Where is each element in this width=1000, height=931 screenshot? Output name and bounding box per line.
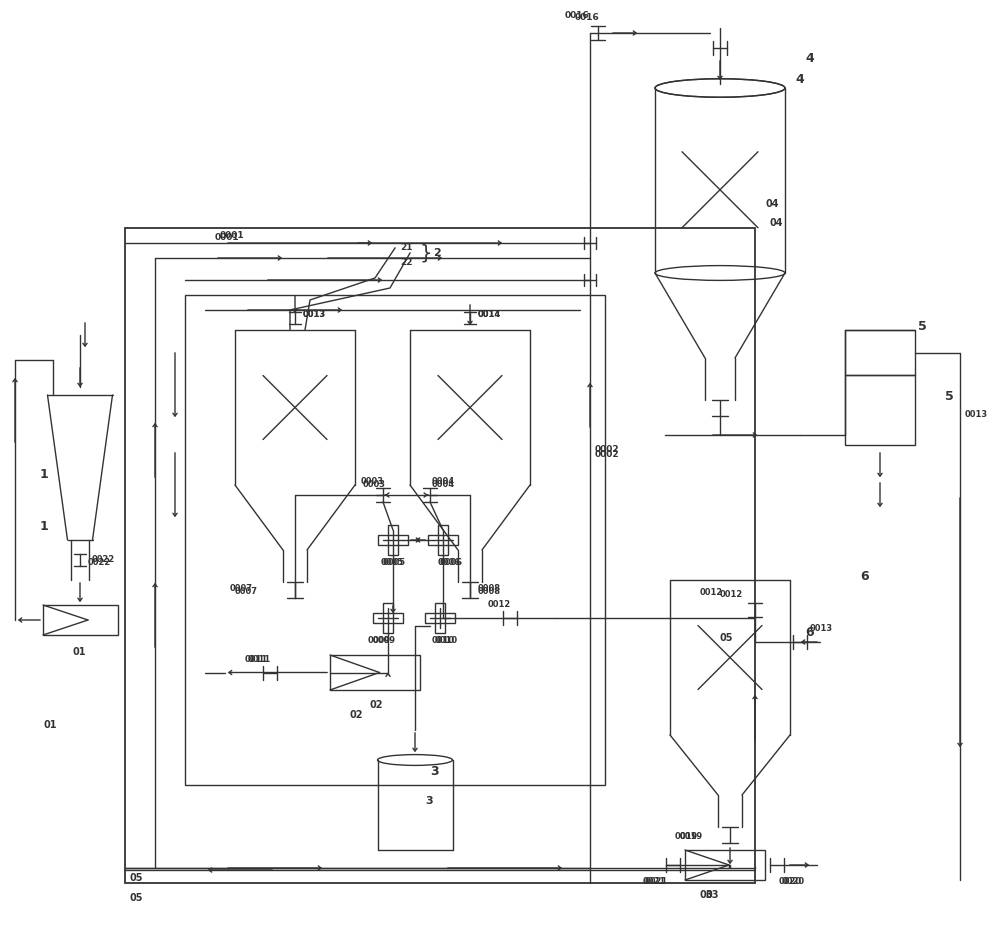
Text: 0019: 0019 — [675, 832, 698, 841]
Text: 0011: 0011 — [248, 654, 271, 664]
Text: 0021: 0021 — [643, 877, 666, 886]
Text: 0009: 0009 — [368, 636, 391, 645]
Bar — [445, 613, 455, 623]
Text: 02: 02 — [370, 700, 384, 710]
Bar — [425, 613, 435, 623]
Text: 0013: 0013 — [303, 310, 326, 319]
Bar — [393, 613, 403, 623]
Text: 0012: 0012 — [720, 590, 743, 599]
Bar — [845, 330, 915, 375]
Text: 0019: 0019 — [680, 832, 703, 841]
Text: 4: 4 — [795, 73, 804, 86]
Text: 0002: 0002 — [595, 445, 620, 454]
Text: 0011: 0011 — [245, 654, 268, 664]
Text: 2: 2 — [433, 248, 441, 258]
Text: 0010: 0010 — [432, 636, 455, 645]
Bar — [435, 623, 445, 633]
Bar — [435, 603, 445, 613]
Bar — [373, 613, 383, 623]
Text: 6: 6 — [860, 570, 869, 583]
Text: 02: 02 — [350, 710, 364, 720]
Text: 03: 03 — [705, 890, 718, 900]
Bar — [383, 623, 393, 633]
Text: 0020: 0020 — [779, 877, 802, 886]
Text: 0004: 0004 — [432, 480, 455, 489]
Bar — [378, 535, 388, 545]
Text: 0014: 0014 — [478, 310, 501, 319]
Text: 4: 4 — [805, 52, 814, 65]
Text: 0007: 0007 — [230, 584, 253, 593]
Text: 05: 05 — [720, 633, 734, 643]
Text: 05: 05 — [130, 873, 144, 883]
Bar — [125, 228, 755, 883]
Text: 0006: 0006 — [438, 558, 461, 567]
Bar — [398, 535, 408, 545]
Text: 0002: 0002 — [595, 450, 620, 459]
Text: 0003: 0003 — [363, 480, 386, 489]
Text: 0009: 0009 — [373, 636, 396, 645]
Text: 0016: 0016 — [565, 11, 590, 20]
Text: 0022: 0022 — [92, 555, 115, 564]
Text: 01: 01 — [72, 647, 86, 657]
Text: 0005: 0005 — [381, 558, 404, 567]
Bar — [685, 850, 765, 880]
Text: 6: 6 — [805, 627, 814, 640]
Text: 0008: 0008 — [478, 587, 501, 596]
Text: 5: 5 — [945, 390, 954, 403]
Text: 0008: 0008 — [478, 584, 501, 593]
Text: 0014: 0014 — [478, 310, 501, 319]
Text: 0016: 0016 — [575, 13, 600, 22]
Bar — [428, 535, 438, 545]
Bar — [448, 535, 458, 545]
Text: 1: 1 — [40, 467, 49, 480]
Text: }: } — [420, 243, 432, 262]
Text: 3: 3 — [425, 796, 433, 806]
Bar — [43, 605, 118, 635]
Text: 3: 3 — [430, 765, 439, 778]
Text: 01: 01 — [43, 720, 56, 730]
Text: 0013: 0013 — [810, 624, 833, 633]
Bar — [845, 375, 915, 445]
Text: 0012: 0012 — [488, 600, 511, 609]
Bar — [388, 545, 398, 555]
Text: 04: 04 — [765, 199, 778, 209]
Text: 0013: 0013 — [965, 410, 988, 419]
Bar — [388, 525, 398, 535]
Text: 05: 05 — [130, 893, 144, 903]
Text: 0003: 0003 — [361, 477, 384, 486]
Text: 21: 21 — [400, 243, 413, 252]
Text: 0010: 0010 — [435, 636, 458, 645]
Text: 0020: 0020 — [782, 877, 805, 886]
Bar — [438, 525, 448, 535]
Text: 0004: 0004 — [432, 477, 455, 486]
Text: 0012: 0012 — [700, 588, 723, 597]
Bar — [438, 545, 448, 555]
Bar — [330, 655, 420, 690]
Text: 1: 1 — [40, 520, 49, 533]
Text: 0005: 0005 — [383, 558, 406, 567]
Text: 0001: 0001 — [220, 231, 245, 240]
Text: 0013: 0013 — [303, 310, 326, 319]
Text: 5: 5 — [918, 320, 927, 333]
Bar — [383, 603, 393, 613]
Text: 0001: 0001 — [215, 233, 240, 242]
Text: 22: 22 — [400, 258, 413, 267]
Text: 04: 04 — [770, 218, 784, 227]
Text: 03: 03 — [700, 890, 714, 900]
Text: 0007: 0007 — [235, 587, 258, 596]
Bar — [185, 295, 605, 785]
Text: 0022: 0022 — [88, 558, 111, 567]
Text: 0021: 0021 — [645, 877, 668, 886]
Text: 0006: 0006 — [440, 558, 463, 567]
